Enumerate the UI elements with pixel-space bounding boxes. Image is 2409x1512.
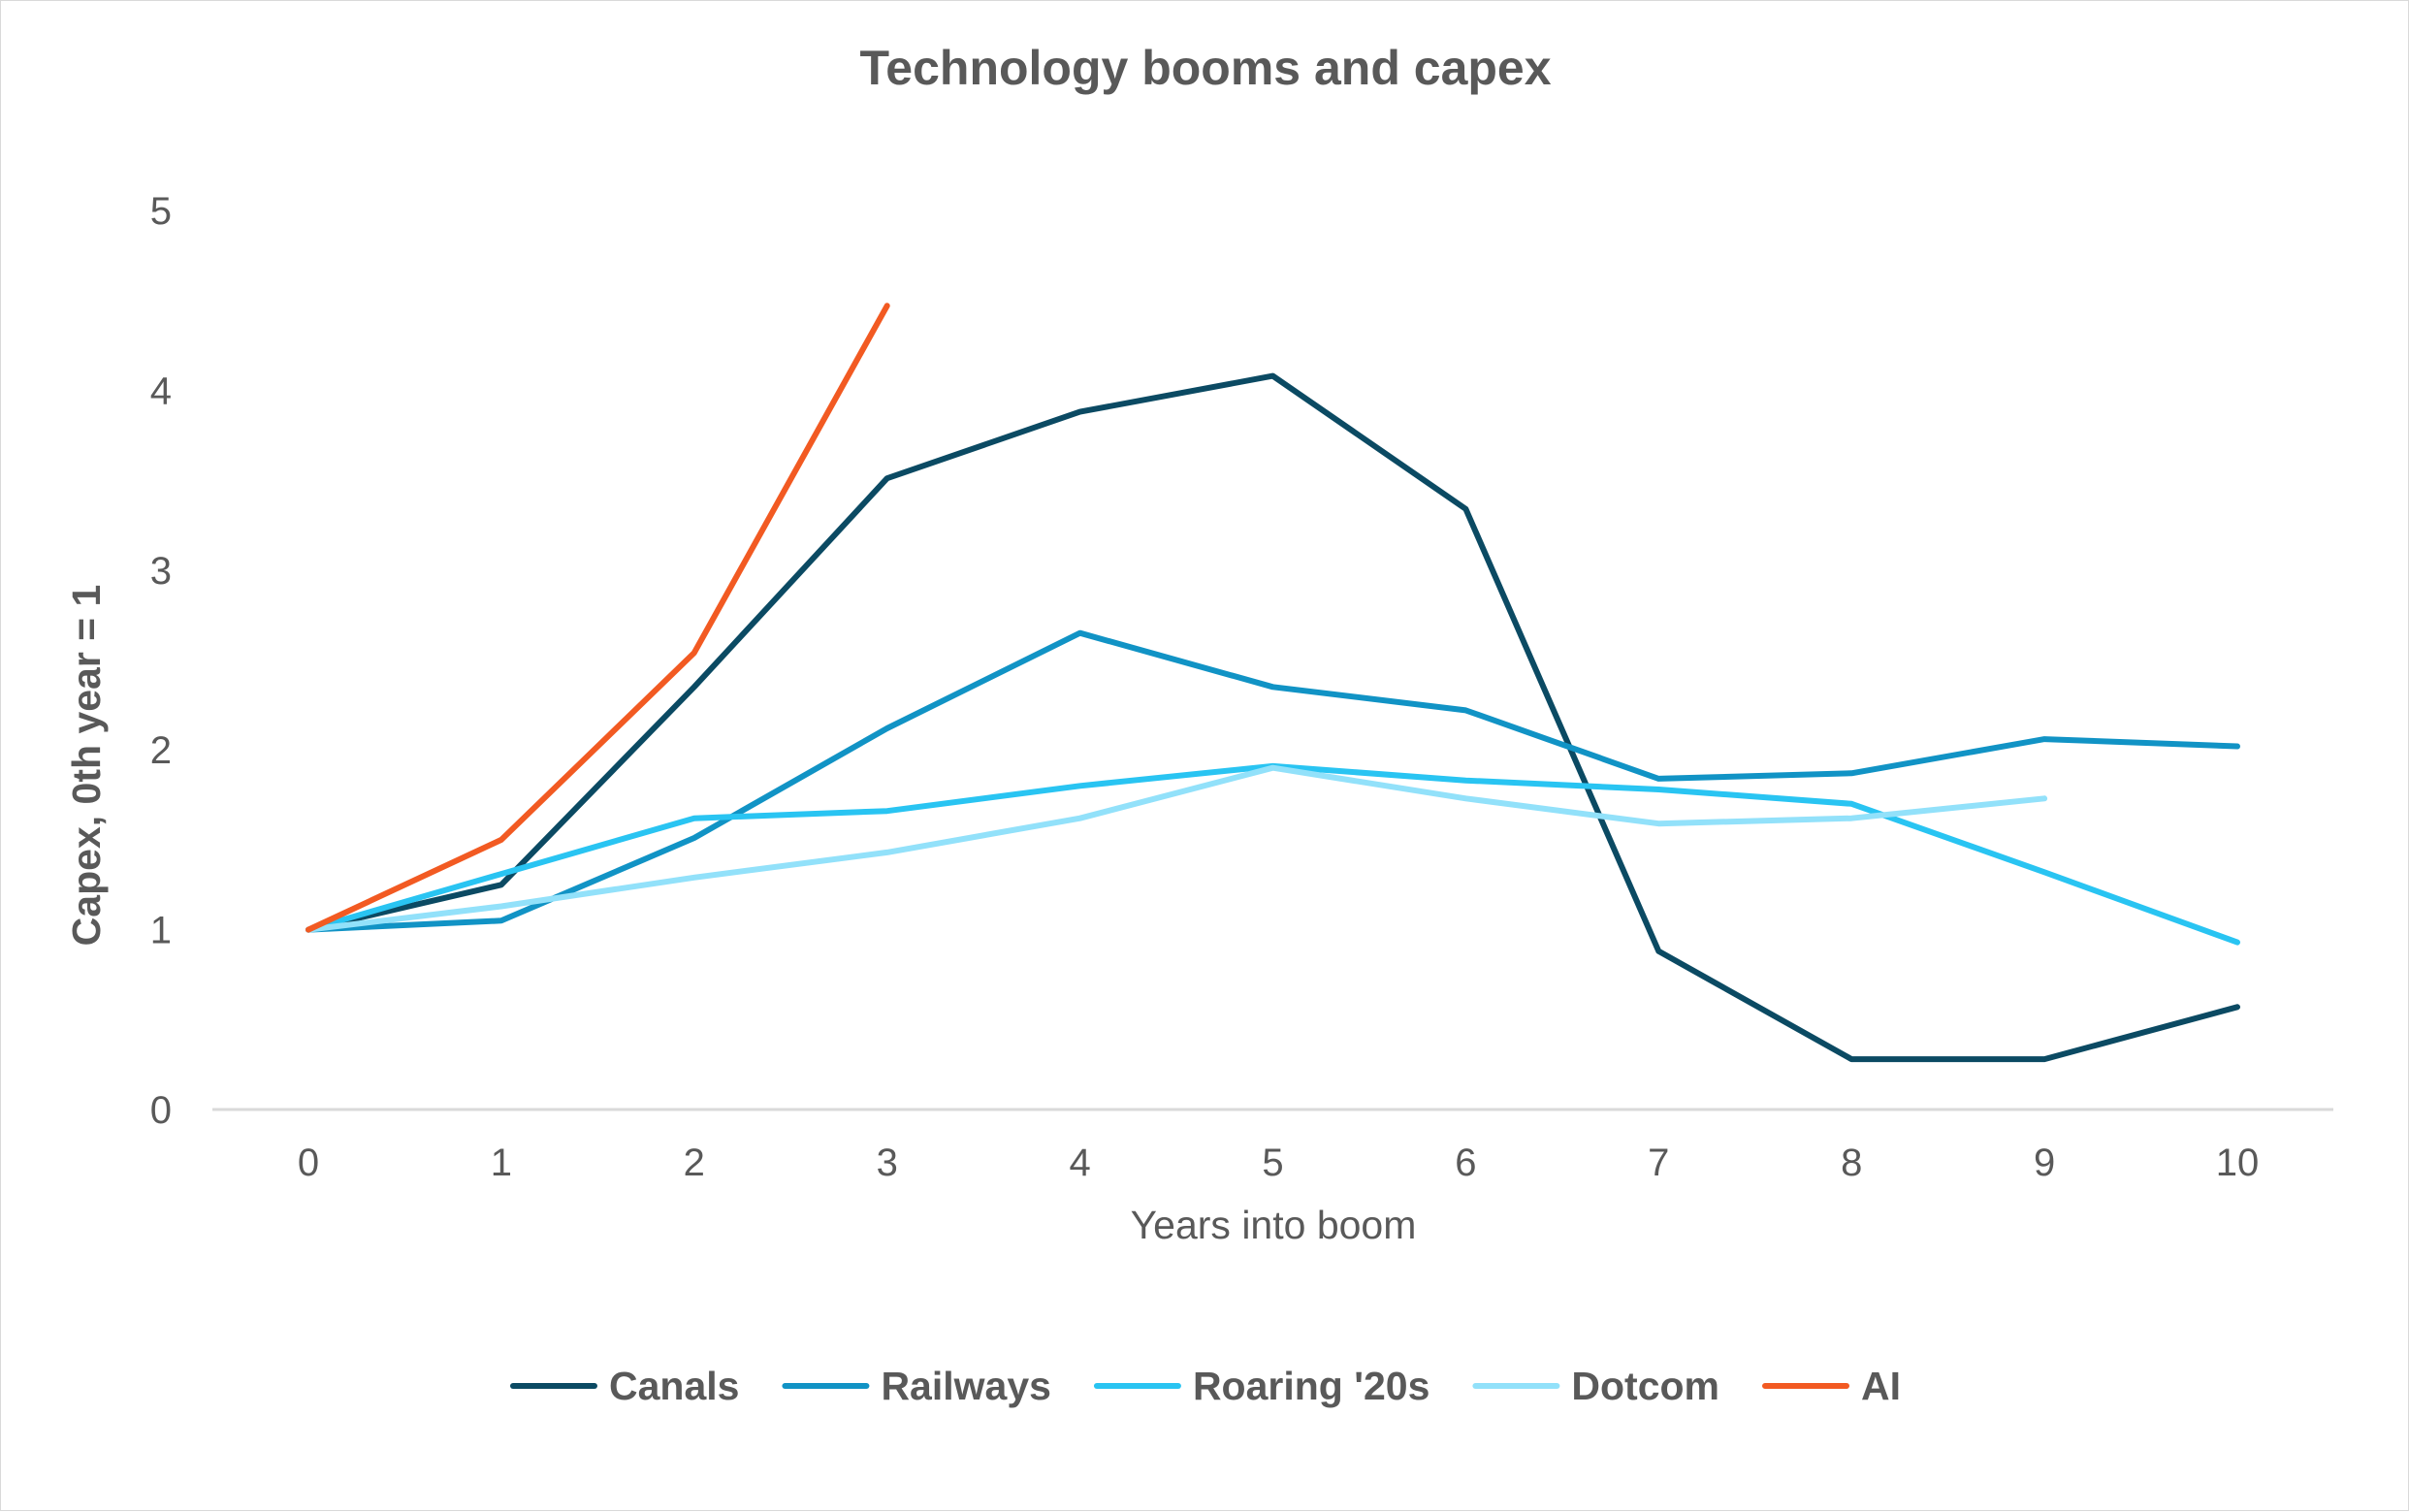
legend-label: AI (1861, 1364, 1901, 1408)
chart-title: Technology booms and capex (859, 41, 1551, 95)
legend-item: Dotcom (1472, 1364, 1719, 1408)
series-line-railways (305, 629, 2240, 933)
x-tick-label: 1 (491, 1142, 512, 1184)
y-axis-title: Capex, 0th year = 1 (64, 585, 109, 947)
legend-label: Railways (881, 1364, 1051, 1408)
series-line-dotcom (305, 764, 2048, 933)
legend-item: Canals (509, 1364, 739, 1408)
x-tick-label: 2 (684, 1142, 705, 1184)
y-axis-ticks: 0 1 2 3 4 5 (150, 190, 172, 1132)
x-tick-label: 10 (2216, 1142, 2260, 1184)
y-tick-label: 4 (150, 370, 172, 412)
y-tick-label: 0 (150, 1089, 172, 1132)
x-tick-label: 5 (1262, 1142, 1283, 1184)
legend-label: Canals (609, 1364, 739, 1408)
series-lines (305, 303, 2240, 1063)
x-axis-title: Years into boom (1131, 1203, 1417, 1247)
legend-item: AI (1762, 1364, 1901, 1408)
legend-item: Roaring '20s (1093, 1364, 1429, 1408)
y-tick-label: 3 (150, 550, 172, 593)
y-tick-label: 1 (150, 910, 172, 952)
x-tick-label: 8 (1841, 1142, 1862, 1184)
series-line-roaring-20s (305, 762, 2240, 946)
legend-item: Railways (782, 1364, 1051, 1408)
x-tick-label: 4 (1069, 1142, 1090, 1184)
legend-label: Roaring '20s (1193, 1364, 1429, 1408)
y-tick-label: 5 (150, 190, 172, 233)
x-tick-label: 6 (1455, 1142, 1476, 1184)
x-tick-label: 0 (298, 1142, 319, 1184)
legend: Canals Railways Roaring '20s Dotcom AI (509, 1364, 1901, 1408)
x-axis-ticks: 0 1 2 3 4 5 6 7 8 9 10 (298, 1142, 2259, 1184)
x-tick-label: 9 (2034, 1142, 2055, 1184)
legend-label: Dotcom (1571, 1364, 1719, 1408)
series-line-canals (305, 372, 2240, 1063)
x-tick-label: 3 (877, 1142, 898, 1184)
series-line-ai (305, 303, 890, 933)
y-tick-label: 2 (150, 729, 172, 772)
x-tick-label: 7 (1648, 1142, 1669, 1184)
